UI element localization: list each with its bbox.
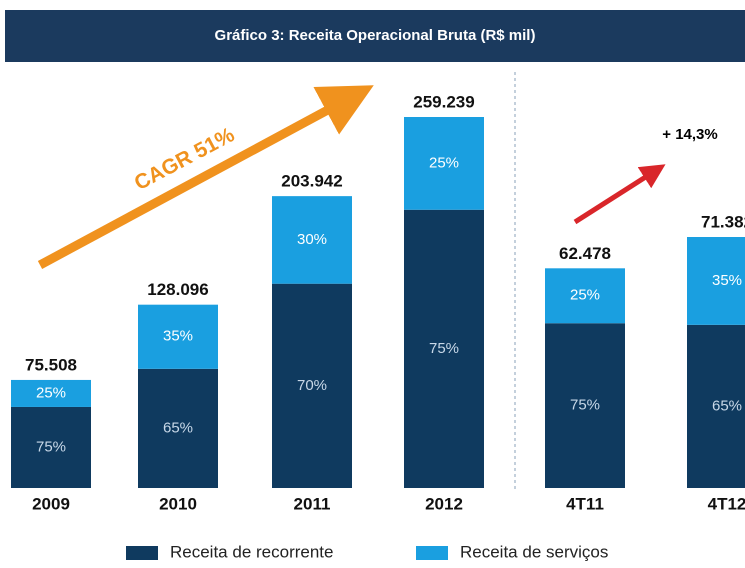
growth-label: + 14,3%: [662, 126, 717, 143]
chart-title: Gráfico 3: Receita Operacional Bruta (R$…: [215, 27, 536, 44]
legend-swatch: [416, 546, 448, 560]
bar-segment: [138, 304, 218, 369]
legend-label: Receita de recorrente: [170, 542, 333, 561]
total-label: 62.478: [559, 244, 611, 263]
bar-segment: [404, 117, 484, 210]
bar-segment: [687, 324, 745, 488]
total-label: 259.239: [413, 92, 474, 111]
legend-label: Receita de serviços: [460, 542, 608, 561]
segment-label: 25%: [36, 384, 66, 401]
total-label: 128.096: [147, 280, 208, 299]
growth-arrow: [573, 164, 666, 225]
segment-label: 65%: [712, 397, 742, 414]
x-tick-label: 2010: [159, 494, 197, 513]
segment-label: 65%: [163, 419, 193, 436]
x-tick-label: 2011: [294, 494, 331, 513]
bar-segment: [11, 379, 91, 407]
total-label: 75.508: [25, 355, 77, 374]
bar-segment: [272, 283, 352, 488]
bar-segment: [545, 268, 625, 324]
title-bar: [5, 10, 745, 62]
segment-label: 75%: [570, 397, 600, 414]
segment-label: 70%: [297, 377, 327, 394]
segment-label: 35%: [163, 328, 193, 345]
bar-segment: [272, 196, 352, 284]
bar-segment: [11, 406, 91, 488]
total-label: 71.382: [701, 212, 745, 231]
total-label: 203.942: [281, 172, 342, 191]
bar-segment: [138, 368, 218, 488]
bar-segment: [545, 323, 625, 488]
legend-swatch: [126, 546, 158, 560]
bar-segment: [687, 237, 745, 325]
bar-segment: [404, 209, 484, 488]
x-tick-label: 2009: [32, 494, 70, 513]
segment-label: 25%: [570, 287, 600, 304]
x-tick-label: 2012: [425, 494, 463, 513]
x-tick-label: 4T12: [708, 494, 745, 513]
growth-arrow: [37, 85, 374, 269]
segment-label: 75%: [36, 438, 66, 455]
segment-label: 30%: [297, 231, 327, 248]
segment-label: 35%: [712, 272, 742, 289]
segment-label: 75%: [429, 340, 459, 357]
segment-label: 25%: [429, 154, 459, 171]
x-tick-label: 4T11: [566, 494, 604, 513]
